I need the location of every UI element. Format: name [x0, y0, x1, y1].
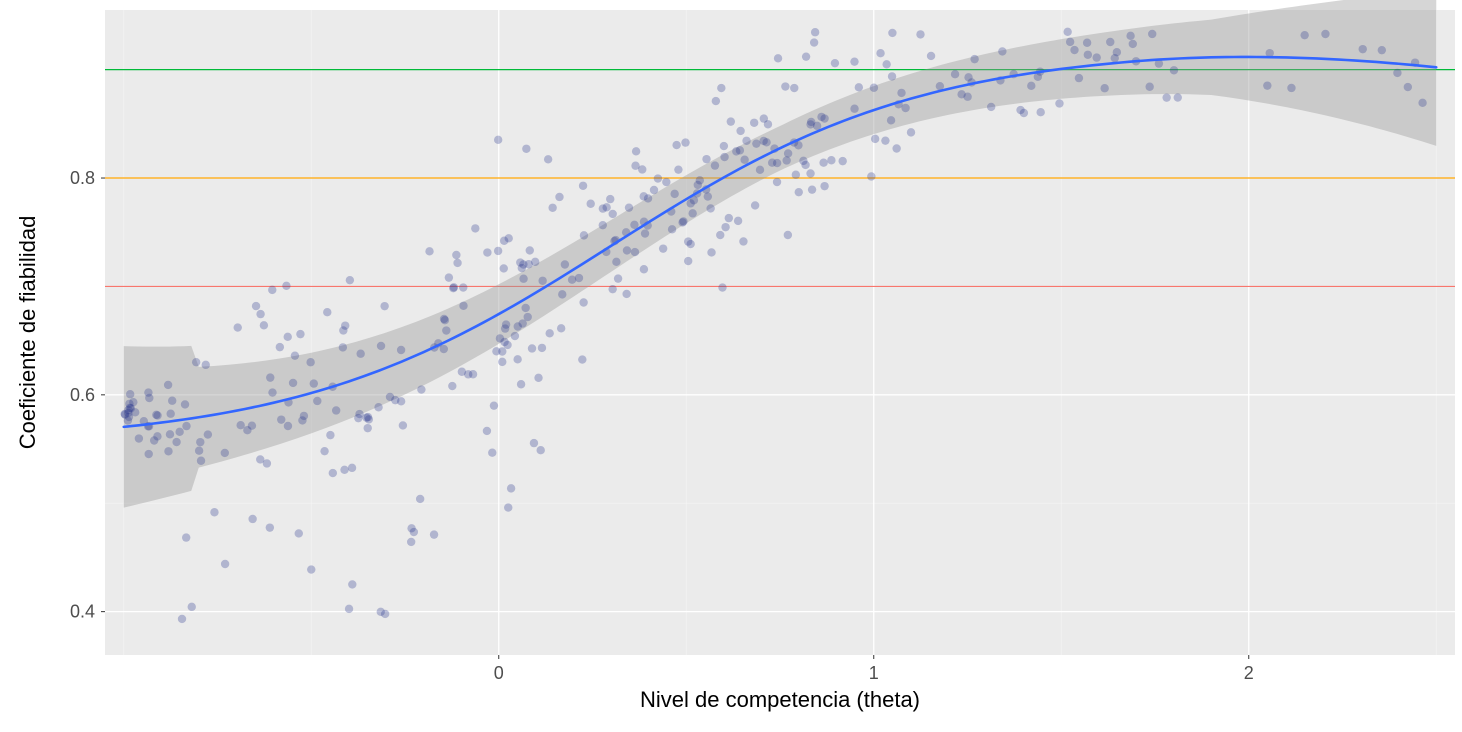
- svg-text:2: 2: [1244, 663, 1254, 683]
- chart-container: 0 1 2 0.4 0.6 0.8 Nivel de competencia (theta…: [0, 0, 1462, 732]
- y-axis-title: Coeficiente de fiabilidad: [15, 216, 40, 450]
- plot-panel: [105, 10, 1455, 655]
- svg-text:0.4: 0.4: [70, 602, 95, 622]
- x-axis-title: Nivel de competencia (theta): [640, 687, 920, 712]
- svg-text:0: 0: [494, 663, 504, 683]
- svg-text:1: 1: [869, 663, 879, 683]
- svg-text:0.8: 0.8: [70, 168, 95, 188]
- reliability-chart: 0 1 2 0.4 0.6 0.8 Nivel de competencia (theta…: [0, 0, 1462, 732]
- svg-text:0.6: 0.6: [70, 385, 95, 405]
